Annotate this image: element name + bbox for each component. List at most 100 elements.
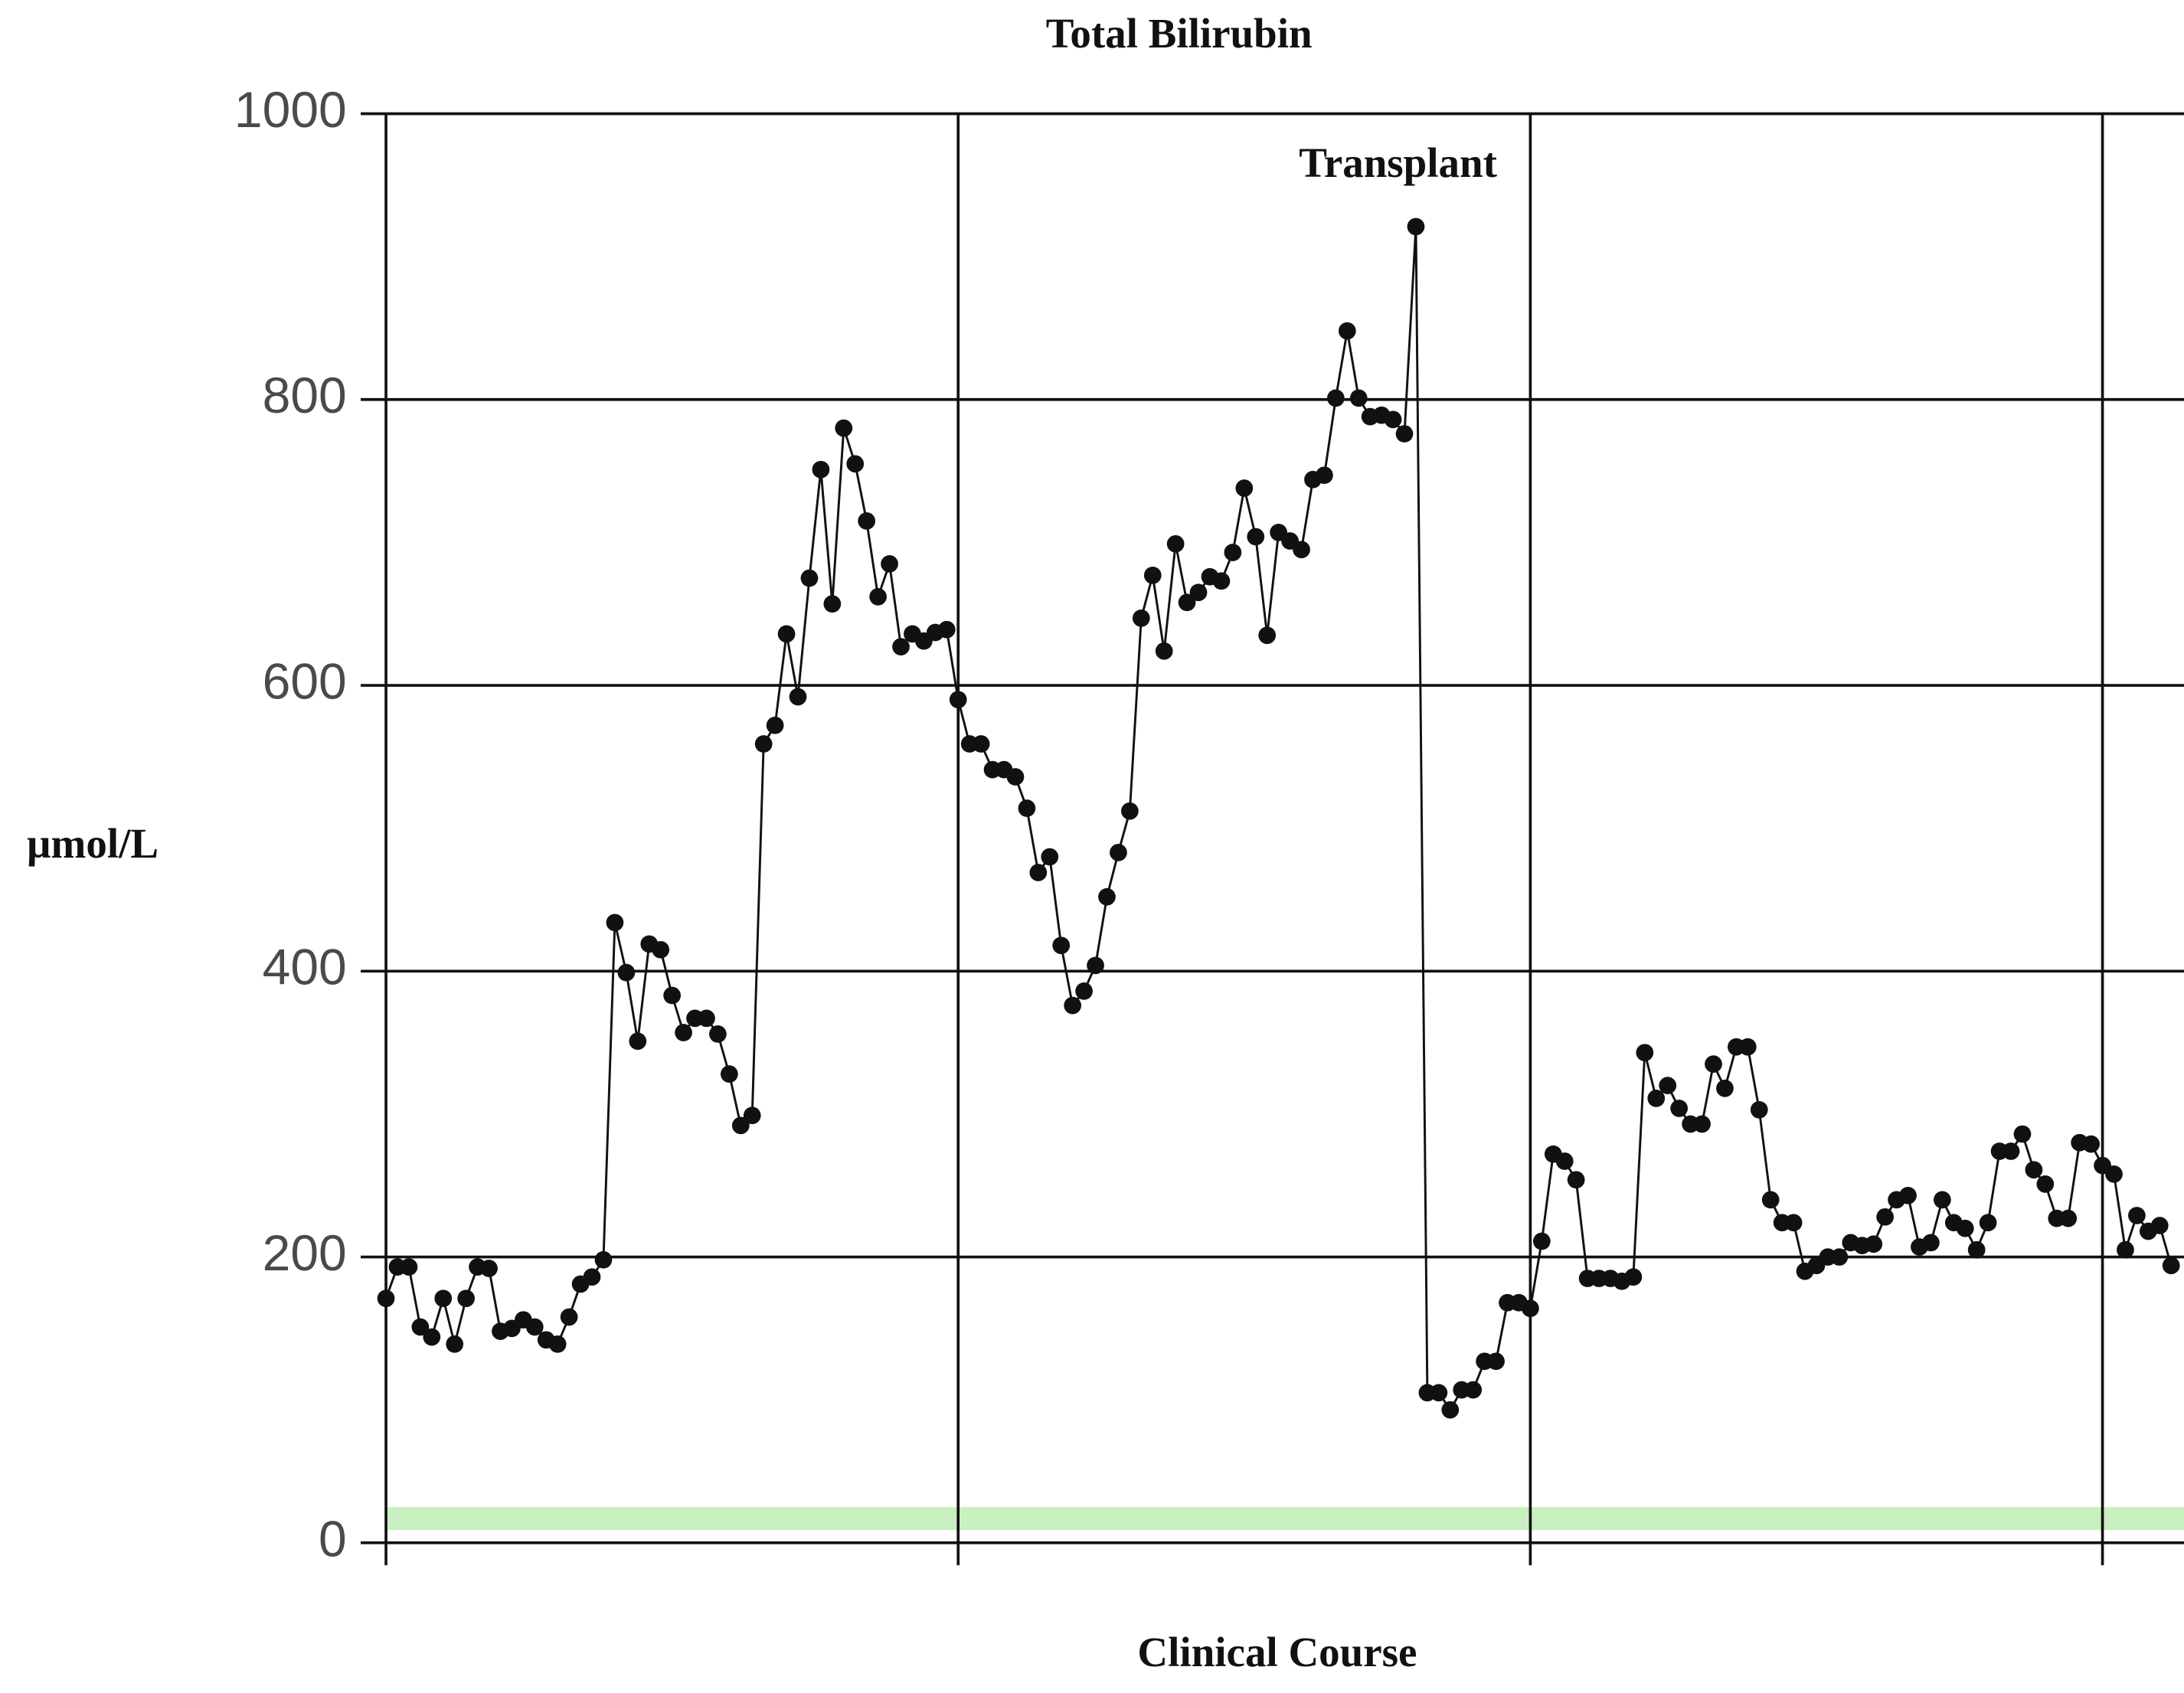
data-point: [1865, 1235, 1883, 1253]
chart-title: Total Bilirubin: [1046, 10, 1313, 57]
y-tick-label: 800: [263, 367, 347, 423]
y-axis-label: µmol/L: [27, 820, 159, 867]
data-point: [972, 735, 990, 753]
data-point: [1155, 642, 1173, 660]
annotation: Transplant: [1299, 139, 1497, 186]
data-point: [835, 419, 853, 437]
y-tick-label: 200: [263, 1224, 347, 1281]
data-point: [1178, 593, 1196, 612]
data-point: [777, 625, 796, 643]
data-point: [1132, 609, 1150, 627]
data-point: [2128, 1207, 2146, 1224]
data-point: [1006, 768, 1025, 786]
data-point: [1338, 322, 1356, 340]
data-point: [663, 986, 681, 1005]
data-point: [1395, 425, 1414, 443]
data-point: [1464, 1381, 1483, 1399]
data-point: [881, 555, 898, 573]
data-point: [594, 1250, 613, 1269]
data-point: [2013, 1125, 2032, 1143]
data-point: [1075, 982, 1093, 1000]
data-point: [2036, 1175, 2055, 1193]
data-point: [1052, 936, 1071, 955]
data-point: [1899, 1186, 1917, 1204]
data-point: [858, 512, 876, 530]
data-point: [800, 569, 819, 587]
data-point: [1293, 541, 1310, 559]
reference-band: [386, 1507, 2184, 1531]
data-point: [937, 620, 956, 639]
data-point: [1441, 1400, 1460, 1419]
data-point: [1430, 1384, 1448, 1402]
data-point: [1830, 1248, 1849, 1266]
data-point: [2150, 1217, 2169, 1234]
data-point: [1636, 1044, 1654, 1062]
data-point: [1189, 583, 1208, 602]
data-point: [617, 963, 636, 982]
data-point: [377, 1289, 395, 1308]
y-tick-label: 600: [263, 652, 347, 709]
data-point: [411, 1318, 430, 1336]
data-point: [1738, 1038, 1757, 1056]
data-point: [583, 1268, 601, 1286]
data-point: [1532, 1232, 1551, 1250]
data-point: [1922, 1234, 1940, 1252]
data-point: [1624, 1268, 1643, 1286]
data-point: [1716, 1079, 1734, 1097]
x-axis-label: Clinical Course: [1137, 1629, 1417, 1675]
data-point: [480, 1260, 498, 1277]
data-point: [1967, 1240, 1986, 1259]
data-point: [1087, 956, 1104, 975]
y-tick-label: 0: [319, 1510, 347, 1567]
data-point: [2082, 1135, 2100, 1153]
data-point: [1876, 1208, 1895, 1226]
data-point: [1143, 566, 1162, 584]
data-point: [698, 1009, 715, 1028]
data-point: [812, 460, 830, 479]
data-point: [766, 716, 784, 734]
data-point: [709, 1025, 727, 1043]
data-point: [1018, 799, 1036, 817]
data-point: [892, 638, 910, 656]
data-point: [1384, 410, 1402, 429]
data-point: [423, 1328, 441, 1346]
data-point: [1247, 528, 1265, 546]
data-point: [1555, 1152, 1574, 1170]
data-point: [731, 1116, 750, 1135]
data-point: [1979, 1214, 1997, 1232]
data-point: [434, 1289, 453, 1308]
data-point: [823, 595, 842, 613]
data-point: [949, 691, 967, 709]
data-point: [1670, 1100, 1689, 1117]
data-point: [2002, 1142, 2020, 1160]
data-line: [384, 226, 2173, 1413]
data-point: [1110, 844, 1127, 861]
data-point: [2059, 1209, 2078, 1227]
data-point: [2117, 1240, 2134, 1259]
data-point: [1316, 466, 1333, 485]
data-point: [1659, 1077, 1677, 1094]
data-point: [1166, 534, 1185, 553]
data-point: [789, 688, 807, 706]
data-point: [1933, 1191, 1951, 1209]
data-point: [1407, 217, 1425, 236]
y-tick-label: 400: [263, 939, 347, 995]
data-point: [869, 587, 887, 606]
data-point: [1224, 544, 1242, 561]
data-point: [1956, 1219, 1974, 1237]
data-point: [1349, 389, 1368, 407]
data-point: [1235, 479, 1254, 497]
data-point: [1487, 1352, 1505, 1371]
data-point: [606, 914, 624, 932]
data-point: [1647, 1090, 1666, 1107]
data-point: [548, 1335, 567, 1353]
data-point: [560, 1308, 578, 1326]
data-point: [1064, 996, 1082, 1015]
data-point: [1750, 1100, 1768, 1119]
data-point: [1567, 1171, 1585, 1189]
data-point: [720, 1065, 738, 1083]
data-point: [652, 940, 670, 959]
data-point: [2162, 1257, 2180, 1275]
